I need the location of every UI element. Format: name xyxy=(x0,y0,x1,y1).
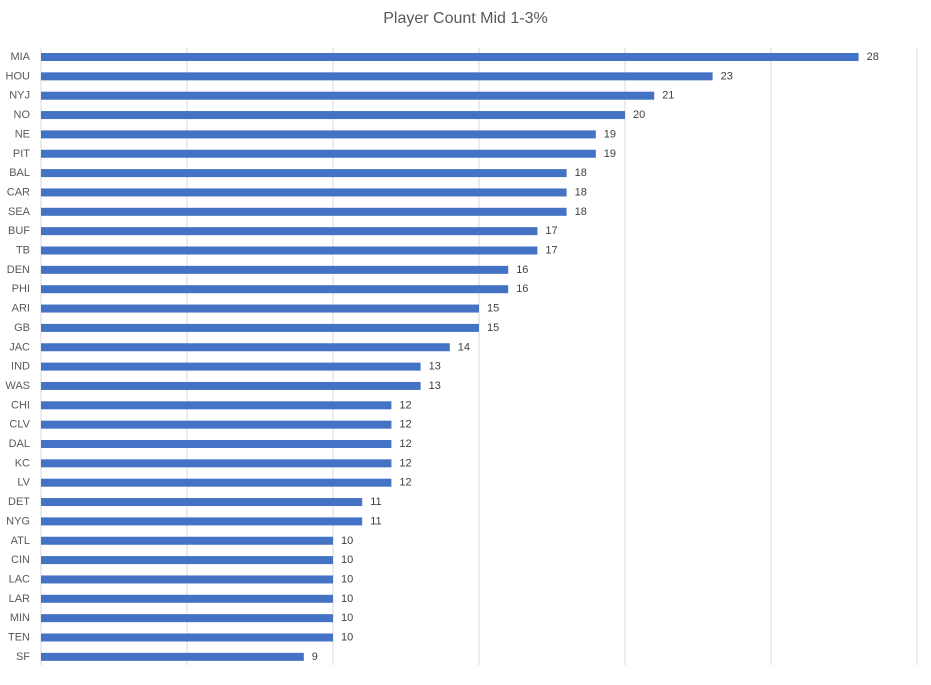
category-label: HOU xyxy=(6,70,31,82)
category-label: MIN xyxy=(10,612,30,624)
data-label: 18 xyxy=(575,167,587,179)
bar xyxy=(41,72,713,81)
bar xyxy=(41,614,333,623)
bar xyxy=(41,440,392,448)
data-label: 10 xyxy=(341,535,353,547)
bar xyxy=(41,285,509,294)
bar xyxy=(41,343,450,352)
data-label: 11 xyxy=(370,496,381,508)
category-label: LAR xyxy=(9,593,30,605)
category-label: SF xyxy=(16,651,30,663)
data-label: 16 xyxy=(516,283,528,295)
category-label: NYG xyxy=(6,515,30,527)
bar xyxy=(41,53,859,61)
bar xyxy=(41,207,567,216)
category-label: BUF xyxy=(8,225,30,237)
category-label: BAL xyxy=(9,167,30,179)
data-label: 10 xyxy=(341,573,353,585)
data-label: 15 xyxy=(487,303,499,315)
bar xyxy=(41,652,304,661)
data-label: 11 xyxy=(370,515,381,527)
bar xyxy=(41,304,479,313)
category-label: DEN xyxy=(7,264,30,276)
bar xyxy=(41,556,333,565)
category-label: KC xyxy=(15,457,30,469)
data-label: 17 xyxy=(545,245,557,257)
bar xyxy=(41,536,333,545)
category-label: JAC xyxy=(9,341,30,353)
category-label: WAS xyxy=(5,380,30,392)
category-label: MIA xyxy=(10,51,30,63)
bar xyxy=(41,130,596,139)
data-label: 19 xyxy=(604,148,616,160)
bar xyxy=(41,169,567,178)
data-label: 17 xyxy=(545,225,557,237)
data-label: 12 xyxy=(399,477,411,489)
bar xyxy=(41,498,363,507)
data-label: 15 xyxy=(487,322,499,334)
data-label: 28 xyxy=(867,51,879,63)
category-label: TEN xyxy=(8,632,30,644)
data-label: 12 xyxy=(399,457,411,469)
data-label: 10 xyxy=(341,593,353,605)
category-label: NYJ xyxy=(9,90,30,102)
bar xyxy=(41,594,333,603)
category-label: PIT xyxy=(13,148,30,160)
bar xyxy=(41,265,509,274)
data-label: 21 xyxy=(662,90,674,102)
data-label: 13 xyxy=(429,361,441,373)
bar xyxy=(41,188,567,197)
category-label: TB xyxy=(16,245,30,257)
category-label: IND xyxy=(11,361,30,373)
bar xyxy=(41,459,392,468)
data-label: 10 xyxy=(341,612,353,624)
bar xyxy=(41,401,392,410)
data-label: 18 xyxy=(575,206,587,218)
data-label: 9 xyxy=(312,651,318,663)
category-label: CIN xyxy=(11,554,30,566)
data-label: 12 xyxy=(399,419,411,431)
data-label: 23 xyxy=(721,70,733,82)
data-label: 16 xyxy=(516,264,528,276)
category-label: ARI xyxy=(12,303,30,315)
bar xyxy=(41,111,625,120)
bar xyxy=(41,478,392,487)
category-label: LAC xyxy=(9,573,30,585)
data-label: 10 xyxy=(341,554,353,566)
bar xyxy=(41,323,479,332)
bar xyxy=(41,362,421,371)
category-label: DAL xyxy=(9,438,30,450)
chart-title: Player Count Mid 1-3% xyxy=(383,10,548,27)
data-label: 18 xyxy=(575,186,587,198)
bar xyxy=(41,517,363,526)
category-label: ATL xyxy=(11,535,30,547)
data-label: 13 xyxy=(429,380,441,392)
category-label: CLV xyxy=(9,419,30,431)
bar xyxy=(41,246,538,255)
bar xyxy=(41,149,596,158)
category-label: PHI xyxy=(12,283,30,295)
bar xyxy=(41,633,333,642)
data-label: 20 xyxy=(633,109,645,121)
category-label: CHI xyxy=(11,399,30,411)
bar xyxy=(41,381,421,390)
data-label: 12 xyxy=(399,399,411,411)
category-label: CAR xyxy=(7,186,30,198)
category-label: GB xyxy=(14,322,30,334)
category-label: NE xyxy=(15,128,30,140)
bar xyxy=(41,91,655,100)
data-label: 12 xyxy=(399,438,411,450)
category-label: SEA xyxy=(8,206,31,218)
bar xyxy=(41,575,333,584)
bar xyxy=(41,420,392,429)
category-label: LV xyxy=(17,477,30,489)
category-label: NO xyxy=(14,109,31,121)
data-label: 10 xyxy=(341,632,353,644)
data-label: 14 xyxy=(458,341,470,353)
category-label: DET xyxy=(8,496,30,508)
data-label: 19 xyxy=(604,128,616,140)
bar xyxy=(41,227,538,236)
